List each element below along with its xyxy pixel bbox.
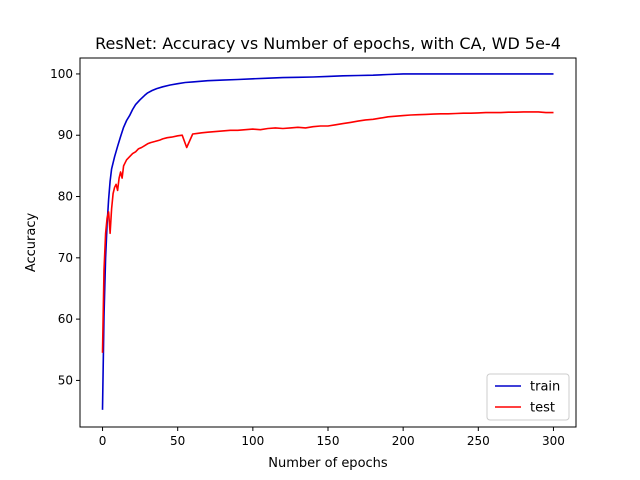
y-tick-label: 90 (58, 128, 73, 142)
y-tick-label: 70 (58, 251, 73, 265)
legend-label-train: train (530, 380, 560, 395)
y-tick-label: 60 (58, 312, 73, 326)
x-axis-label: Number of epochs (268, 456, 388, 471)
x-tick-label: 300 (542, 434, 565, 448)
x-tick-label: 200 (392, 434, 415, 448)
y-tick-label: 100 (50, 67, 73, 81)
x-tick-label: 100 (241, 434, 264, 448)
y-tick-label: 50 (58, 373, 73, 387)
x-tick-label: 0 (99, 434, 107, 448)
legend: train test (486, 373, 570, 421)
series-line-test (101, 111, 554, 353)
y-axis-label: Accuracy (24, 213, 39, 273)
series-lines (101, 73, 554, 410)
x-axis: 0 50 100 150 200 250 300 (99, 427, 565, 448)
x-tick-label: 50 (170, 434, 185, 448)
chart-title: ResNet: Accuracy vs Number of epochs, wi… (95, 34, 561, 53)
legend-label-test: test (530, 401, 555, 416)
y-tick-label: 80 (58, 190, 73, 204)
x-tick-label: 150 (317, 434, 340, 448)
x-tick-label: 250 (467, 434, 490, 448)
y-axis: 50 60 70 80 90 100 (50, 67, 80, 387)
series-line-train (101, 73, 554, 410)
